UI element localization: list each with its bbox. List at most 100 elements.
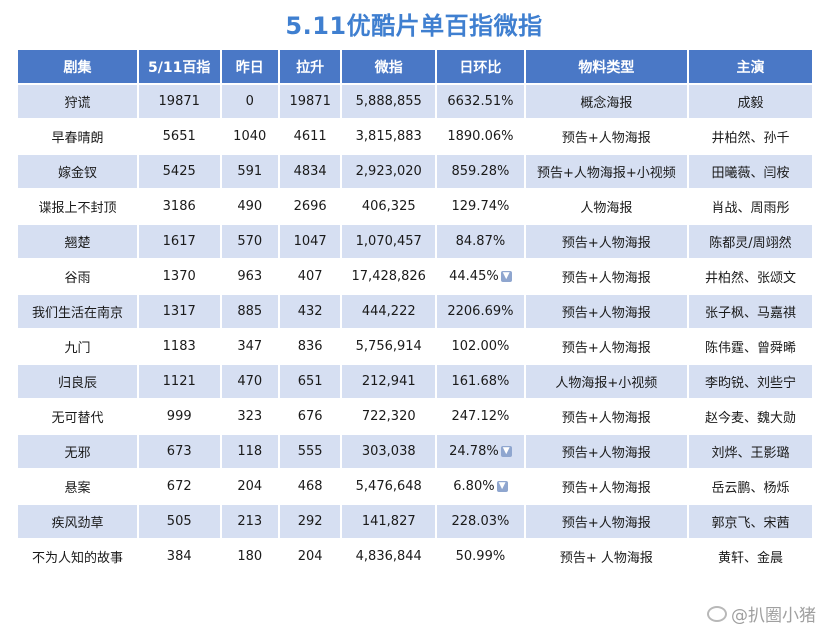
cell-baizhi-text: 1617 — [162, 234, 196, 249]
cell-weizhi-text: 3,815,883 — [355, 129, 422, 144]
cell-dod: 44.45% ▼ — [437, 260, 524, 293]
cell-weizhi-text: 406,325 — [361, 199, 416, 214]
cell-rise-text: 4834 — [293, 164, 327, 179]
cell-rise: 204 — [279, 540, 341, 573]
cell-cast: 陈都灵/周翊然 — [688, 225, 812, 258]
cell-weizhi-text: 2,923,020 — [355, 164, 422, 179]
cell-show-text: 我们生活在南京 — [31, 306, 123, 321]
table-row: 我们生活在南京 1317 885 432 444,222 2206.69% 预告+人物海报 张… — [18, 295, 812, 328]
cell-yesterday: 347 — [221, 330, 278, 363]
cell-rise-text: 676 — [297, 409, 323, 424]
table-row: 早春晴朗 5651 1040 4611 3,815,883 1890.06% 预告+人物海报… — [18, 120, 812, 153]
cell-yesterday: 885 — [221, 295, 278, 328]
cell-material: 预告+人物海报 — [525, 295, 687, 328]
cell-cast: 肖战、周雨彤 — [688, 190, 812, 223]
cell-yesterday-text: 204 — [237, 479, 263, 494]
cell-show-text: 嫁金钗 — [57, 166, 97, 181]
cell-weizhi: 5,756,914 — [342, 330, 436, 363]
cell-baizhi-text: 999 — [166, 409, 192, 424]
cell-material: 预告+人物海报 — [525, 120, 687, 153]
cell-yesterday: 963 — [221, 260, 278, 293]
cell-yesterday: 470 — [221, 365, 278, 398]
cell-material: 预告+人物海报 — [525, 470, 687, 503]
cell-baizhi: 1121 — [138, 365, 220, 398]
cell-rise: 676 — [279, 400, 341, 433]
cell-rise-text: 407 — [297, 269, 323, 284]
cell-yesterday-text: 180 — [237, 549, 263, 564]
cell-yesterday-text: 591 — [237, 164, 263, 179]
cell-rise-text: 432 — [297, 304, 323, 319]
cell-cast: 黄轩、金晨 — [688, 540, 812, 573]
cell-yesterday-text: 323 — [237, 409, 263, 424]
cell-dod: 228.03% — [437, 505, 524, 538]
cell-show-text: 谷雨 — [64, 271, 91, 286]
cell-yesterday: 570 — [221, 225, 278, 258]
table-row: 归良辰 1121 470 651 212,941 161.68% 人物海报+小视频 李昀锐、刘… — [18, 365, 812, 398]
cell-baizhi-text: 1370 — [162, 269, 196, 284]
cell-rise-text: 292 — [297, 514, 323, 529]
cell-cast: 岳云鹏、杨烁 — [688, 470, 812, 503]
cell-cast: 李昀锐、刘些宁 — [688, 365, 812, 398]
cell-dod: 2206.69% — [437, 295, 524, 328]
cell-rise-text: 651 — [297, 374, 323, 389]
cell-cast: 田曦薇、闫桉 — [688, 155, 812, 188]
cell-dod: 102.00% — [437, 330, 524, 363]
down-arrow-icon: ▼ — [500, 271, 512, 282]
cell-weizhi-text: 5,888,855 — [355, 94, 422, 109]
cell-dod: 247.12% — [437, 400, 524, 433]
cell-yesterday-text: 470 — [237, 374, 263, 389]
cell-rise-text: 1047 — [293, 234, 327, 249]
cell-dod: 859.28% — [437, 155, 524, 188]
cell-cast-text: 井柏然、孙千 — [711, 131, 790, 146]
cell-show-text: 狩谎 — [64, 96, 91, 111]
cell-weizhi: 722,320 — [342, 400, 436, 433]
cell-dod: 6.80% ▼ — [437, 470, 524, 503]
cell-weizhi: 303,038 — [342, 435, 436, 468]
cell-weizhi-text: 5,476,648 — [355, 479, 422, 494]
cell-baizhi-text: 505 — [166, 514, 192, 529]
cell-yesterday-text: 213 — [237, 514, 263, 529]
cell-show: 疾风劲草 — [18, 505, 137, 538]
cell-weizhi: 17,428,826 — [342, 260, 436, 293]
cell-show: 九门 — [18, 330, 137, 363]
cell-dod-text: 129.74% — [451, 199, 510, 214]
cell-material: 预告+人物海报 — [525, 400, 687, 433]
cell-cast-text: 郭京飞、宋茜 — [711, 516, 790, 531]
cell-dod-text: 1890.06% — [447, 129, 514, 144]
cell-baizhi-text: 1317 — [162, 304, 196, 319]
cell-rise: 4834 — [279, 155, 341, 188]
cell-material: 预告+人物海报 — [525, 225, 687, 258]
cell-rise-text: 19871 — [289, 94, 331, 109]
cell-show: 归良辰 — [18, 365, 137, 398]
cell-yesterday: 490 — [221, 190, 278, 223]
cell-rise: 2696 — [279, 190, 341, 223]
cell-dod: 84.87% — [437, 225, 524, 258]
table-row: 九门 1183 347 836 5,756,914 102.00% 预告+人物海报 陈伟霆、曾… — [18, 330, 812, 363]
page-title: 5.11优酷片单百指微指 — [285, 12, 543, 40]
table-row: 无可替代 999 323 676 722,320 247.12% 预告+人物海报 赵今麦、魏大… — [18, 400, 812, 433]
cell-cast: 赵今麦、魏大勋 — [688, 400, 812, 433]
cell-show-text: 归良辰 — [57, 376, 97, 391]
cell-weizhi: 3,815,883 — [342, 120, 436, 153]
cell-show: 我们生活在南京 — [18, 295, 137, 328]
cell-show: 翘楚 — [18, 225, 137, 258]
cell-material-text: 预告+人物海报 — [561, 411, 651, 426]
cell-baizhi: 5651 — [138, 120, 220, 153]
cell-baizhi: 3186 — [138, 190, 220, 223]
cell-dod: 50.99% — [437, 540, 524, 573]
header-dod: 日环比 — [437, 50, 524, 83]
cell-weizhi-text: 303,038 — [361, 444, 416, 459]
cell-yesterday: 118 — [221, 435, 278, 468]
cell-yesterday: 1040 — [221, 120, 278, 153]
cell-show: 不为人知的故事 — [18, 540, 137, 573]
cell-weizhi-text: 444,222 — [361, 304, 416, 319]
cell-yesterday: 180 — [221, 540, 278, 573]
cell-baizhi: 19871 — [138, 85, 220, 118]
cell-material-text: 预告+人物海报 — [561, 131, 651, 146]
cell-baizhi-text: 3186 — [162, 199, 196, 214]
cell-show: 谍报上不封顶 — [18, 190, 137, 223]
cell-weizhi-text: 1,070,457 — [355, 234, 422, 249]
cell-cast-text: 陈都灵/周翊然 — [709, 236, 792, 251]
cell-rise: 4611 — [279, 120, 341, 153]
cell-baizhi-text: 1121 — [162, 374, 196, 389]
